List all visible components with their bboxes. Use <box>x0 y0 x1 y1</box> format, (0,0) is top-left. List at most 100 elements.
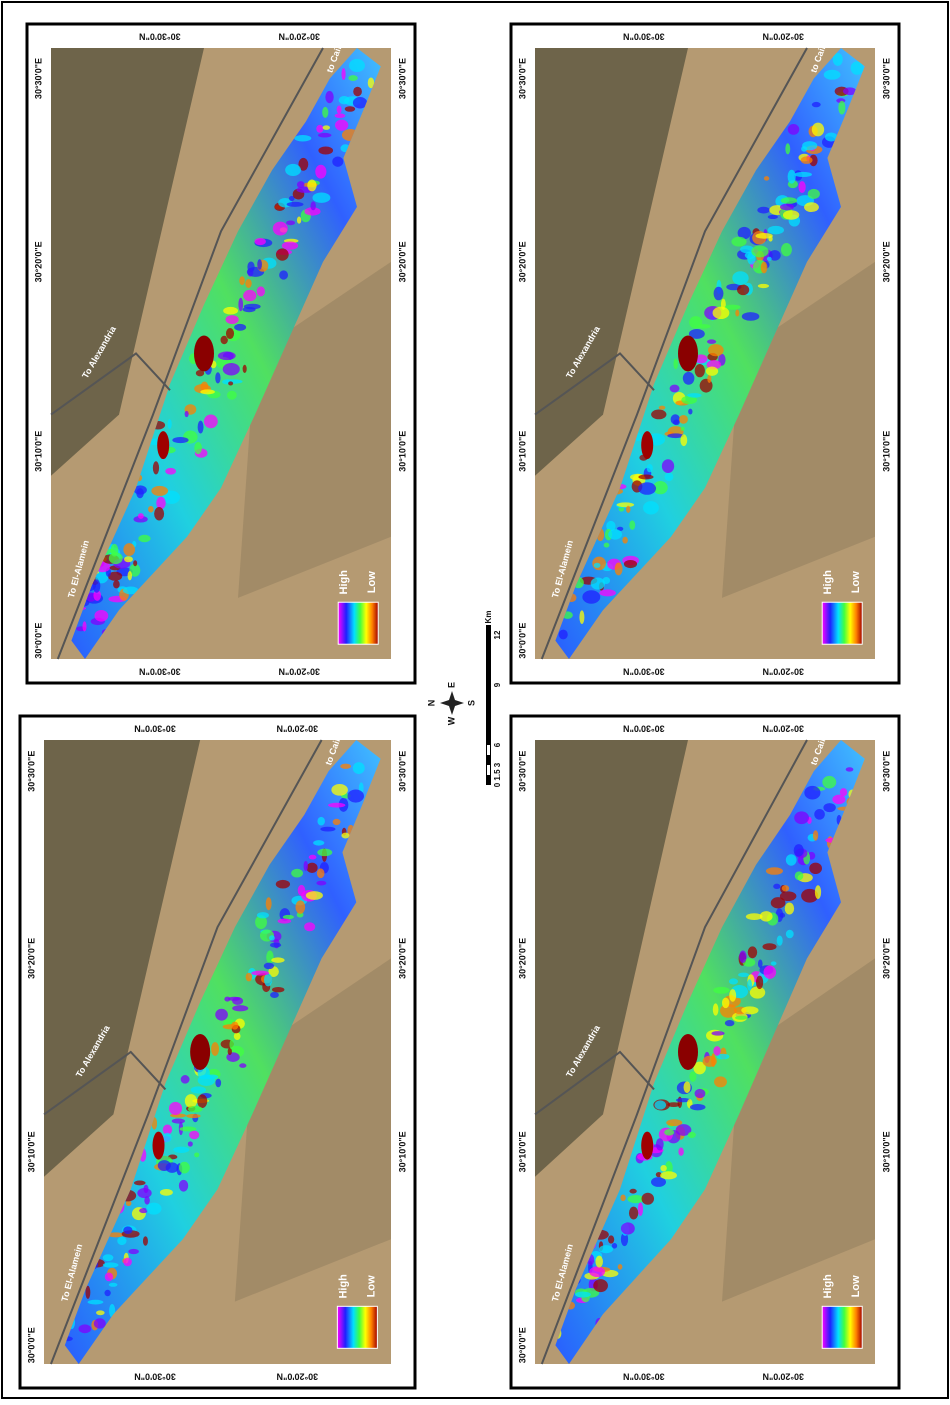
valley-patch <box>755 233 772 239</box>
map-panel: 30°30'0"E30°20'0"E30°10'0"E30°0'0"E30°30… <box>511 24 899 683</box>
valley-patch <box>318 146 333 154</box>
valley-patch <box>257 259 262 270</box>
valley-patch <box>316 881 326 886</box>
valley-patch <box>304 861 308 871</box>
valley-patch <box>767 257 772 261</box>
valley-patch <box>647 464 653 472</box>
valley-patch <box>689 1071 696 1082</box>
valley-patch <box>594 563 601 568</box>
valley-patch <box>771 961 777 965</box>
valley-patch <box>345 106 356 112</box>
valley-patch <box>194 442 202 454</box>
valley-patch <box>227 391 237 400</box>
valley-patch <box>681 427 685 431</box>
valley-patch <box>270 992 279 998</box>
longitude-label: 30°20'0"N <box>278 667 320 677</box>
valley-patch <box>660 1171 677 1179</box>
valley-patch <box>593 1279 608 1292</box>
valley-patch <box>599 1245 613 1253</box>
valley-patch <box>104 1290 110 1296</box>
valley-patch <box>758 960 763 968</box>
valley-patch <box>764 176 769 180</box>
valley-patch <box>332 156 343 166</box>
longitude-label: 30°30'0"N <box>139 667 181 677</box>
valley-patch <box>608 1235 614 1243</box>
latitude-label: 30°0'0"E <box>33 623 43 659</box>
valley-patch <box>687 393 701 398</box>
valley-patch <box>322 107 328 118</box>
valley-patch <box>331 784 348 796</box>
valley-patch <box>318 133 331 138</box>
valley-patch <box>172 1119 185 1124</box>
valley-patch <box>276 248 289 260</box>
valley-patch <box>714 1076 727 1087</box>
valley-patch <box>714 287 724 301</box>
valley-patch <box>215 1079 221 1088</box>
valley-patch <box>191 1086 206 1093</box>
valley-patch <box>257 912 269 918</box>
valley-patch <box>291 869 303 878</box>
valley-patch <box>266 950 273 963</box>
valley-patch <box>320 827 335 832</box>
longitude-label: 30°20'0"N <box>762 724 804 734</box>
valley-patch <box>804 202 819 212</box>
valley-patch <box>239 276 245 285</box>
valley-patch <box>624 560 637 568</box>
latitude-label: 30°0'0"E <box>517 623 527 659</box>
valley-patch <box>226 379 243 383</box>
valley-patch <box>255 238 266 245</box>
latitude-label: 30°0'0"E <box>517 1327 527 1363</box>
compass-label: S <box>466 700 476 706</box>
latitude-label: 30°10'0"E <box>397 431 407 472</box>
valley-patch <box>780 204 794 211</box>
valley-patch <box>257 286 265 296</box>
valley-patch <box>638 1202 643 1215</box>
valley-patch <box>188 1141 193 1146</box>
valley-patch <box>665 473 674 482</box>
longitude-label: 30°20'0"N <box>277 1372 319 1382</box>
valley-patch <box>317 868 325 878</box>
longitude-label: 30°20'0"N <box>762 32 804 42</box>
valley-patch <box>307 179 316 191</box>
valley-patch <box>234 1033 241 1040</box>
valley-patch <box>96 1310 105 1315</box>
valley-patch <box>337 106 342 114</box>
valley-patch <box>218 351 236 360</box>
valley-patch <box>283 915 294 919</box>
valley-patch <box>604 543 610 548</box>
valley-patch <box>779 913 785 918</box>
valley-patch <box>688 409 692 415</box>
valley-patch <box>785 902 794 914</box>
valley-patch <box>654 1100 666 1109</box>
longitude-label: 30°30'0"N <box>623 724 665 734</box>
valley-patch <box>188 1106 203 1113</box>
valley-patch <box>795 871 804 880</box>
valley-patch <box>804 786 820 800</box>
valley-patch <box>294 135 311 141</box>
valley-patch <box>272 987 284 992</box>
latitude-label: 30°20'0"E <box>26 938 36 979</box>
valley-patch <box>656 1138 664 1150</box>
valley-patch <box>794 172 812 177</box>
latitude-label: 30°30'0"E <box>881 751 891 792</box>
valley-patch <box>286 220 295 225</box>
valley-patch <box>353 87 362 97</box>
valley-patch <box>133 560 137 566</box>
valley-patch <box>731 237 746 247</box>
longitude-label: 30°20'0"N <box>762 1372 804 1382</box>
latitude-label: 30°10'0"E <box>517 1131 527 1172</box>
valley-patch <box>794 811 809 824</box>
legend-ramp <box>337 1306 377 1348</box>
valley-patch <box>295 900 305 914</box>
legend-label: Low <box>850 1275 862 1297</box>
valley-patch <box>143 1236 148 1246</box>
valley-patch <box>157 431 169 459</box>
valley-patch <box>783 210 799 219</box>
valley-patch <box>353 762 365 774</box>
valley-patch <box>764 966 777 979</box>
valley-patch <box>799 181 806 193</box>
valley-patch <box>620 1195 625 1202</box>
valley-patch <box>697 324 710 328</box>
valley-patch <box>243 290 256 301</box>
valley-patch <box>707 375 711 383</box>
